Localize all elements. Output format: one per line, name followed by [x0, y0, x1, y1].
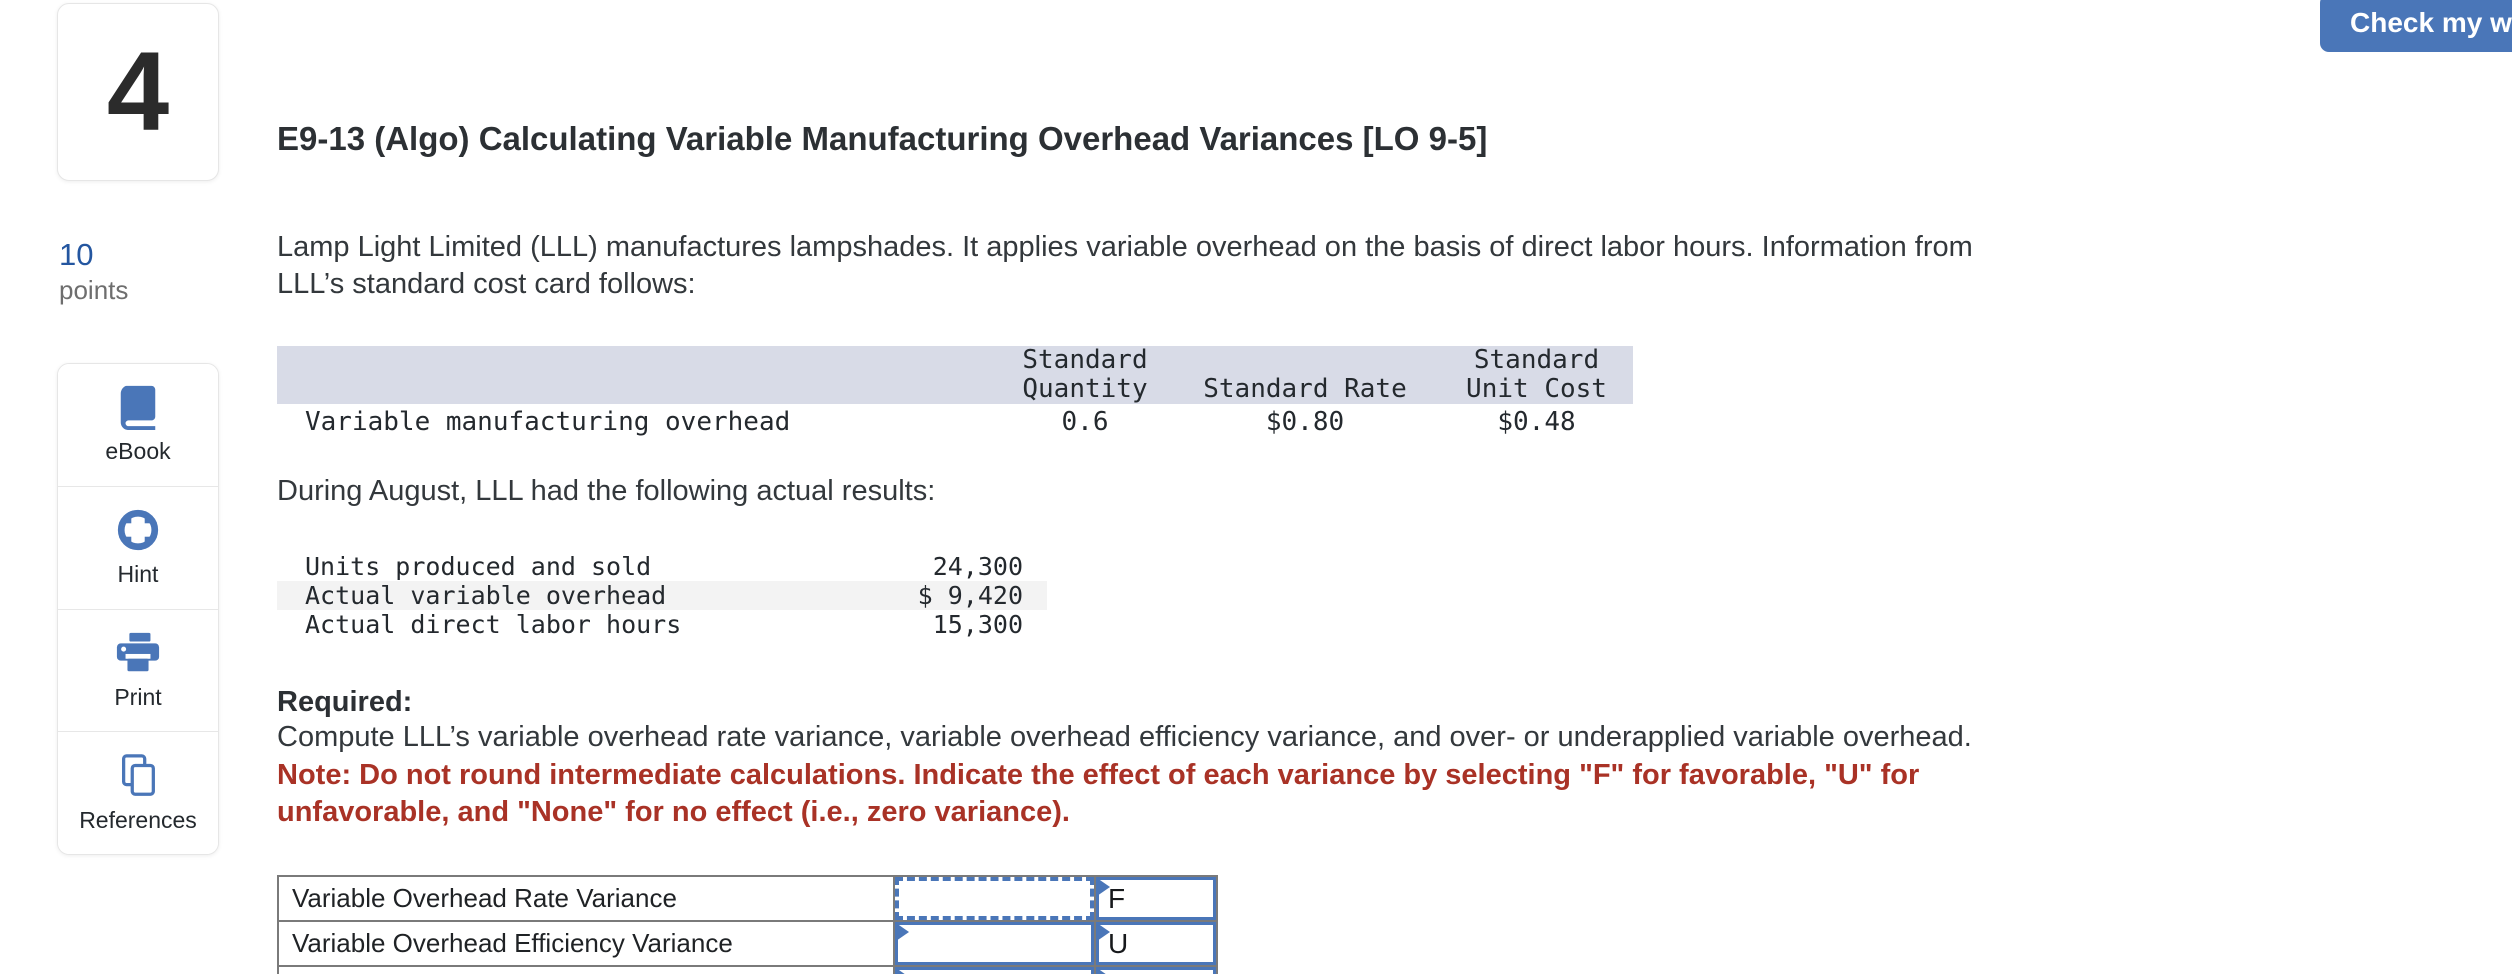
variance-amount-input[interactable]: [895, 877, 1094, 920]
answer-row: Variable Overhead Efficiency Variance U: [277, 920, 1218, 967]
actual-row-value: 24,300: [932, 552, 1023, 581]
standard-cost-table: Standard Quantity Standard Rate Standard…: [277, 346, 1633, 442]
actual-results-row: Units produced and sold 24,300: [277, 552, 1047, 581]
variance-amount-input[interactable]: [895, 922, 1094, 965]
actual-results-intro: During August, LLL had the following act…: [277, 475, 936, 507]
tool-item-print[interactable]: Print: [58, 608, 218, 732]
actual-row-value: 15,300: [932, 610, 1023, 639]
answer-table: Variable Overhead Rate Variance F Variab…: [277, 875, 1218, 974]
tool-item-references[interactable]: References: [58, 731, 218, 854]
col-header-standard-quantity: Standard Quantity: [1022, 345, 1148, 404]
actual-row-value: $ 9,420: [917, 581, 1023, 610]
answer-input-cell: [893, 965, 1096, 974]
points-value: 10: [59, 237, 94, 272]
answer-row-label: [277, 965, 895, 974]
col-header-standard-rate: Standard Rate: [1203, 374, 1407, 404]
actual-results-row: Actual direct labor hours 15,300: [277, 610, 1047, 639]
variance-amount-input[interactable]: [895, 967, 1094, 974]
col-header-standard-unit-cost: Standard Unit Cost: [1466, 345, 1607, 404]
note-text: Note: Do not round intermediate calculat…: [277, 757, 1919, 831]
ebook-icon: [115, 384, 161, 431]
hint-icon: [115, 507, 161, 553]
value-standard-quantity: 0.6: [1061, 407, 1109, 437]
row-label-variable-overhead: Variable manufacturing overhead: [305, 407, 791, 437]
tool-item-ebook[interactable]: eBook: [58, 364, 218, 486]
tool-item-hint[interactable]: Hint: [58, 485, 218, 609]
required-heading: Required:: [277, 686, 413, 718]
tool-rail: eBook Hint Print References: [57, 363, 219, 855]
question-number: 4: [106, 29, 170, 154]
note-line: unfavorable, and "None" for no effect (i…: [277, 796, 1070, 828]
tool-label-references: References: [79, 806, 197, 833]
actual-results-row: Actual variable overhead $ 9,420: [277, 581, 1047, 610]
required-text: Compute LLL’s variable overhead rate var…: [277, 721, 1972, 753]
answer-row-label: Variable Overhead Rate Variance: [277, 875, 895, 922]
references-icon: [115, 753, 161, 799]
actual-row-label: Actual direct labor hours: [305, 610, 682, 639]
answer-input-cell: [893, 920, 1096, 967]
actual-row-label: Units produced and sold: [305, 552, 652, 581]
answer-row-label: Variable Overhead Efficiency Variance: [277, 920, 895, 967]
intro-line: LLL’s standard cost card follows:: [277, 268, 696, 300]
problem-title: E9-13 (Algo) Calculating Variable Manufa…: [277, 120, 1488, 157]
tool-label-hint: Hint: [117, 561, 159, 588]
value-standard-rate: $0.80: [1265, 407, 1345, 437]
intro-line: Lamp Light Limited (LLL) manufactures la…: [277, 231, 1973, 263]
effect-dropdown-cell: U: [1094, 920, 1218, 967]
answer-row: Variable Overhead Rate Variance F: [277, 875, 1218, 922]
question-number-box: 4: [57, 3, 219, 181]
effect-dropdown[interactable]: [1096, 967, 1216, 974]
actual-row-label: Actual variable overhead: [305, 581, 667, 610]
standard-cost-table-header-bg: [277, 346, 1633, 404]
tool-label-ebook: eBook: [105, 438, 171, 465]
answer-input-cell: [893, 875, 1096, 922]
effect-dropdown[interactable]: F: [1096, 877, 1216, 920]
print-icon: [115, 630, 161, 676]
value-standard-unit-cost: $0.48: [1497, 407, 1576, 437]
points-block: 10 points: [59, 237, 129, 306]
answer-row-clipped: [277, 965, 1218, 974]
actual-results-table: Units produced and sold 24,300 Actual va…: [277, 552, 1047, 639]
note-line: Note: Do not round intermediate calculat…: [277, 759, 1920, 791]
intro-paragraph: Lamp Light Limited (LLL) manufactures la…: [277, 229, 1973, 303]
effect-dropdown-cell: [1094, 965, 1218, 974]
check-my-work-button[interactable]: Check my work: [2320, 0, 2512, 52]
effect-dropdown[interactable]: U: [1096, 922, 1216, 965]
tool-label-print: Print: [114, 683, 162, 710]
effect-dropdown-cell: F: [1094, 875, 1218, 922]
points-label: points: [59, 275, 129, 306]
